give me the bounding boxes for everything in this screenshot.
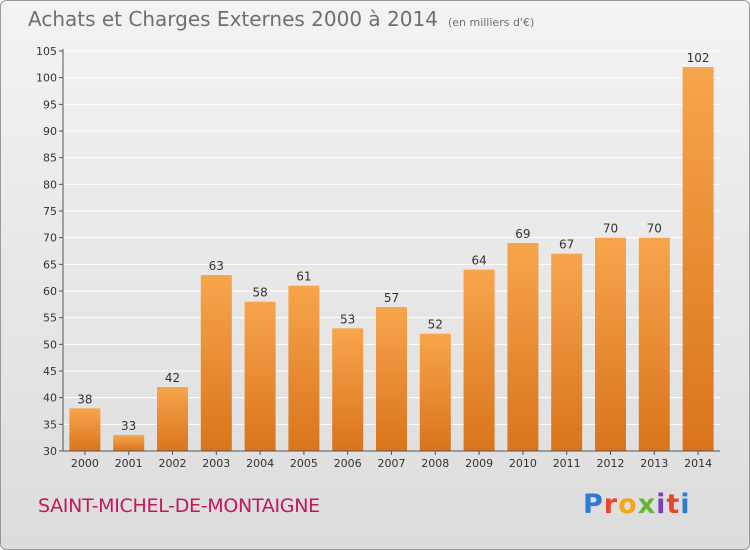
bar-value-label: 42 [165,371,180,385]
y-tick-label: 60 [43,285,57,298]
bar-2005 [288,285,320,451]
x-tick-label: 2012 [597,457,625,470]
y-tick-label: 30 [43,445,57,458]
y-tick-label: 100 [36,72,57,85]
bar-value-label: 58 [252,286,267,300]
y-tick-label: 50 [43,338,57,351]
y-tick-label: 40 [43,392,57,405]
logo-letter: i [680,489,691,520]
x-tick-label: 2011 [553,457,581,470]
bar-value-label: 64 [471,254,486,268]
bar-2014 [682,67,714,451]
bar-2007 [376,307,407,451]
bar-value-label: 69 [515,227,530,241]
y-tick-label: 95 [43,98,57,111]
bar-value-label: 57 [384,291,399,305]
bar-2011 [551,253,583,451]
x-tick-label: 2013 [640,457,668,470]
bar-2004 [244,301,276,451]
x-tick-label: 2010 [509,457,537,470]
bar-2000 [69,408,101,451]
y-tick-label: 80 [43,178,57,191]
x-tick-label: 2007 [378,457,406,470]
y-tick-label: 35 [43,418,57,431]
bar-value-label: 70 [603,222,618,236]
bar-2010 [507,243,539,451]
y-tick-label: 65 [43,258,57,271]
bar-2006 [332,328,364,451]
y-tick-label: 85 [43,152,57,165]
y-tick-label: 90 [43,125,57,138]
bars: 38 33 42 63 58 61 53 57 52 64 69 67 70 70 102 [69,51,714,451]
axes: 30 35 40 45 50 55 60 65 70 75 80 85 90 95 100 105 2000 20… [36,45,720,470]
x-tick-label: 2014 [684,457,712,470]
bar-value-label: 67 [559,238,574,252]
x-tick-label: 2005 [290,457,318,470]
y-tick-label: 45 [43,365,57,378]
bar-2002 [157,387,188,451]
x-tick-label: 2002 [159,457,187,470]
unit-label: (en milliers d'€) [447,16,535,29]
proxiti-logo: Proxiti [583,489,691,520]
logo-letter: o [618,489,638,520]
logo-letter: r [603,489,619,520]
chart-title: Achats et Charges Externes 2000 à 2014 (e… [28,7,534,31]
bar-value-label: 70 [647,222,662,236]
y-tick-label: 75 [43,205,57,218]
bar-2009 [463,269,495,451]
title-text: Achats et Charges Externes 2000 à 2014 [28,7,438,31]
x-tick-label: 2006 [334,457,362,470]
logo-letter: P [583,489,604,520]
bar-2013 [638,237,670,451]
bar-2001 [113,435,145,451]
bar-value-label: 52 [428,318,443,332]
bar-value-label: 38 [77,392,92,406]
bar-value-label: 61 [296,270,311,284]
bar-2003 [200,275,232,451]
bar-value-label: 102 [687,51,710,65]
commune-name: SAINT-MICHEL-DE-MONTAIGNE [38,495,320,517]
bar-value-label: 33 [121,419,136,433]
x-tick-label: 2009 [465,457,493,470]
x-tick-label: 2008 [421,457,449,470]
y-tick-label: 105 [36,45,57,58]
x-tick-label: 2001 [115,457,143,470]
bar-2012 [595,237,626,451]
logo-letter: x [637,489,657,520]
bar-2008 [419,333,451,451]
x-tick-label: 2003 [202,457,230,470]
bar-value-label: 53 [340,312,355,326]
y-tick-label: 70 [43,232,57,245]
x-tick-label: 2000 [71,457,99,470]
y-tick-label: 55 [43,312,57,325]
logo-letter: t [666,489,681,520]
x-tick-label: 2004 [246,457,274,470]
logo-letter: i [656,489,667,520]
bar-value-label: 63 [209,259,224,273]
